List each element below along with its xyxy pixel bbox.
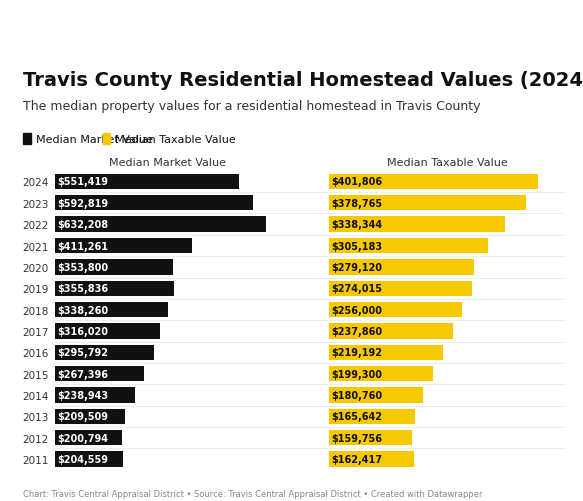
Bar [329,196,526,211]
Bar [329,238,488,254]
Bar [329,388,423,403]
Text: $316,020: $316,020 [57,326,108,336]
Bar [55,302,168,318]
Text: Median Taxable Value: Median Taxable Value [115,134,236,144]
Text: $238,943: $238,943 [57,390,108,400]
Text: $355,836: $355,836 [57,284,108,294]
Bar [329,302,462,318]
Text: Chart: Travis Central Appraisal District • Source: Travis Central Appraisal Dist: Chart: Travis Central Appraisal District… [23,489,483,498]
Text: $180,760: $180,760 [331,390,382,400]
Bar [329,281,472,296]
Text: $204,559: $204,559 [57,454,108,464]
Text: $274,015: $274,015 [331,284,382,294]
Text: $632,208: $632,208 [57,220,108,229]
Bar [55,366,144,382]
Text: $401,806: $401,806 [331,177,382,187]
Text: Travis County Residential Homestead Values (2024): Travis County Residential Homestead Valu… [23,71,583,90]
Text: The median property values for a residential homestead in Travis County: The median property values for a residen… [23,100,481,113]
Text: $551,419: $551,419 [57,177,108,187]
Bar [55,196,253,211]
Text: $378,765: $378,765 [331,198,382,208]
Text: $267,396: $267,396 [57,369,108,379]
Bar [329,260,474,275]
Bar [55,174,239,190]
Text: $353,800: $353,800 [57,263,108,273]
Text: $209,509: $209,509 [57,412,108,421]
Text: $165,642: $165,642 [331,412,382,421]
Text: $159,756: $159,756 [331,433,382,443]
Bar [55,451,123,467]
Text: $256,000: $256,000 [331,305,382,315]
Bar [55,238,192,254]
Bar [329,324,453,339]
Text: $305,183: $305,183 [331,241,382,251]
Bar [329,345,443,360]
Bar [55,281,174,296]
Bar [329,366,433,382]
Text: $219,192: $219,192 [331,348,382,358]
Text: $200,794: $200,794 [57,433,108,443]
Bar [55,217,266,232]
Bar [329,430,412,445]
Text: $199,300: $199,300 [331,369,382,379]
Bar [55,324,160,339]
Bar [329,409,415,424]
Text: $338,344: $338,344 [331,220,382,229]
Text: $295,792: $295,792 [57,348,108,358]
Text: $411,261: $411,261 [57,241,108,251]
Bar [329,174,538,190]
Text: $592,819: $592,819 [57,198,108,208]
Text: Median Market Value: Median Market Value [36,134,153,144]
Bar [329,217,505,232]
Bar [55,260,173,275]
Bar [55,430,122,445]
Bar [55,388,135,403]
Text: $279,120: $279,120 [331,263,382,273]
Text: Median Taxable Value: Median Taxable Value [387,158,508,168]
Bar [329,451,414,467]
Bar [55,409,125,424]
Text: $162,417: $162,417 [331,454,382,464]
Text: $237,860: $237,860 [331,326,382,336]
Text: $338,260: $338,260 [57,305,108,315]
Text: Median Market Value: Median Market Value [110,158,226,168]
Bar [55,345,154,360]
